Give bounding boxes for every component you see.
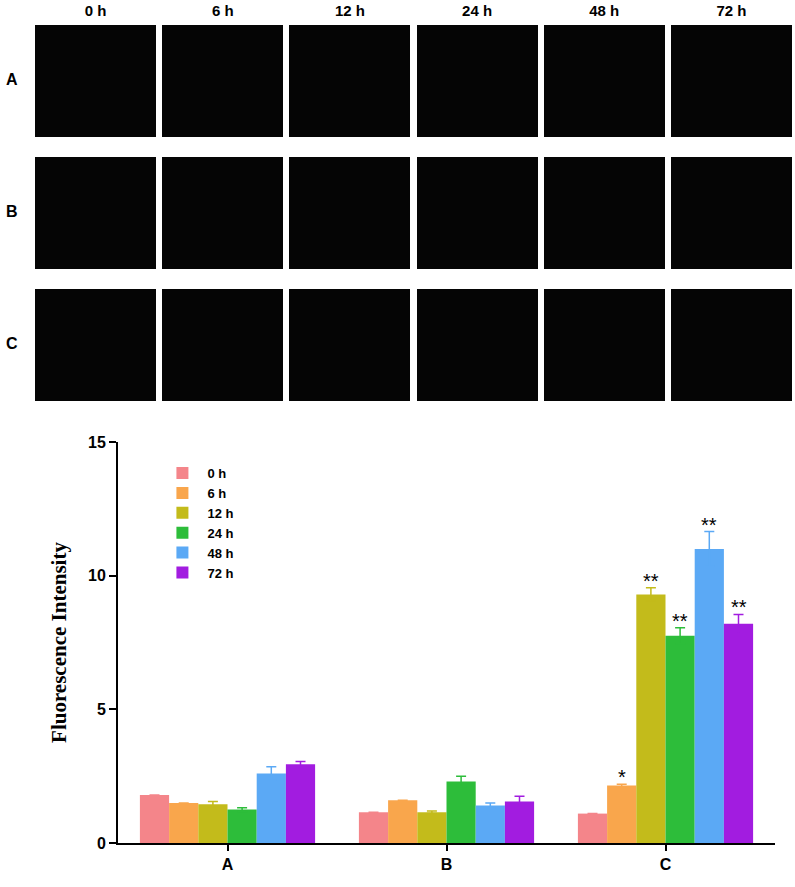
svg-text:B: B [441, 856, 453, 873]
html-text:72 h: 72 h [716, 2, 747, 19]
svg-text:0 h: 0 h [207, 466, 226, 481]
svg-text:C: C [660, 856, 672, 873]
svg-text:Fluorescence Intensity: Fluorescence Intensity [47, 542, 71, 743]
svg-text:15: 15 [88, 434, 106, 451]
svg-text:72 h: 72 h [207, 566, 233, 581]
svg-text:*: * [618, 766, 626, 788]
html-text:0 h: 0 h [84, 2, 107, 19]
html-text:12 h: 12 h [334, 2, 365, 19]
svg-text:0: 0 [97, 835, 106, 852]
svg-text:12 h: 12 h [207, 506, 233, 521]
svg-text:10: 10 [88, 567, 106, 584]
html-text:A: A [6, 71, 18, 88]
svg-text:**: ** [731, 596, 747, 618]
svg-text:**: ** [643, 570, 659, 592]
html-text:C: C [6, 335, 18, 352]
svg-text:6 h: 6 h [207, 486, 226, 501]
svg-text:**: ** [701, 514, 717, 536]
html-text:24 h: 24 h [462, 2, 493, 19]
svg-text:48 h: 48 h [207, 546, 233, 561]
svg-text:24 h: 24 h [207, 526, 233, 541]
html-text:6 h: 6 h [211, 2, 234, 19]
svg-text:5: 5 [97, 701, 106, 718]
html-text:B: B [6, 203, 18, 220]
svg-text:A: A [222, 856, 234, 873]
html-text:48 h: 48 h [589, 2, 620, 19]
svg-text:**: ** [672, 610, 688, 632]
